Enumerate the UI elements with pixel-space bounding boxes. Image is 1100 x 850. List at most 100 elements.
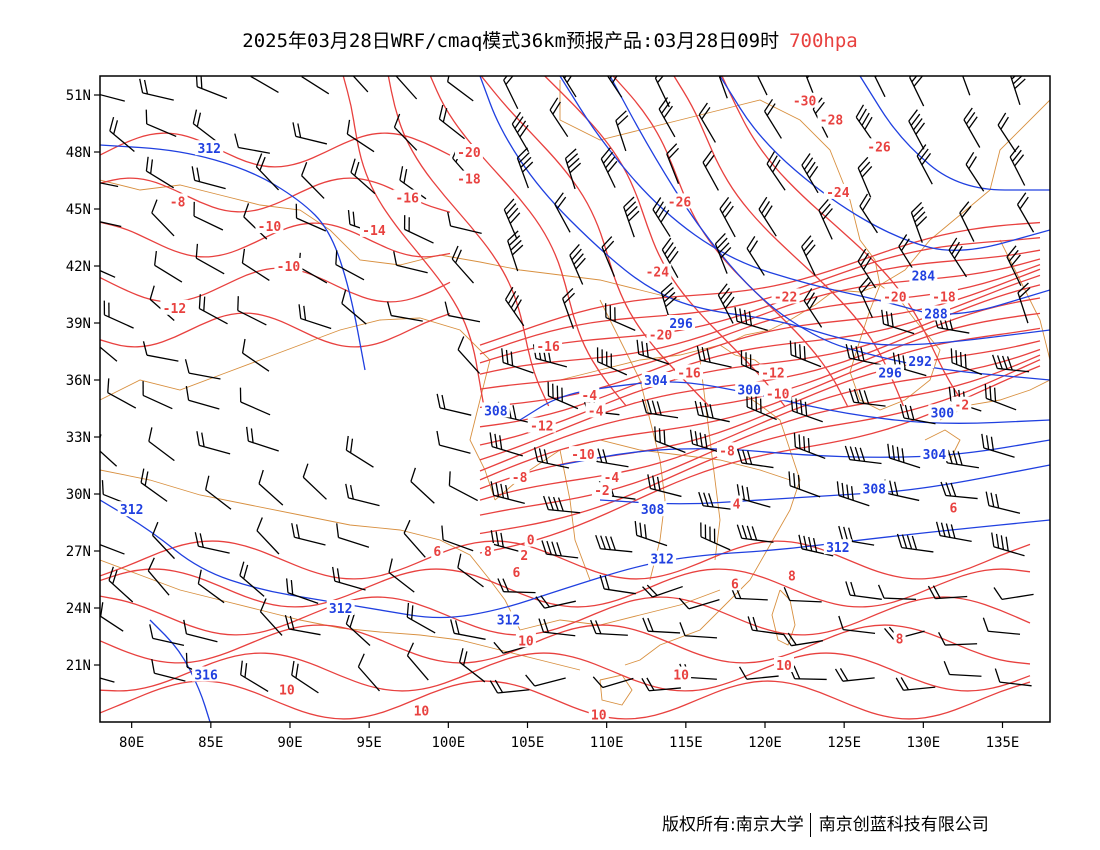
contour-label: 8 <box>896 632 904 647</box>
wind-barb <box>489 679 530 694</box>
contour-label: -12 <box>530 420 553 435</box>
wind-barb <box>679 622 718 639</box>
contour-label-bg <box>929 288 958 304</box>
wind-barb <box>596 347 628 376</box>
contour-label: -24 <box>826 186 850 201</box>
contour-label-bg <box>928 404 957 420</box>
wind-barb <box>661 237 679 278</box>
contour-label: 6 <box>731 577 739 592</box>
geopotential-isoheight <box>609 76 1050 381</box>
geopotential-isoheight <box>559 76 1050 315</box>
contour-label-bg <box>454 170 483 186</box>
wind-barb <box>838 615 876 635</box>
map-frame <box>99 75 1051 723</box>
contour-label-bg <box>411 702 432 718</box>
wind-barb <box>403 215 434 244</box>
wind-barb <box>100 672 115 683</box>
contour-label: 0 <box>527 534 535 549</box>
wind-barb <box>948 237 968 278</box>
contour-label-bg <box>774 657 794 672</box>
wind-barb <box>525 674 566 687</box>
wind-barb <box>255 153 280 191</box>
wind-barb <box>908 109 926 150</box>
wind-barb <box>139 78 174 101</box>
contour-label-bg <box>509 468 530 484</box>
longitude-axis: 80E 85E 90E 95E 100E 105E 110E 115E 120E 125E 130E… <box>119 722 1019 751</box>
contour-label: 300 <box>931 406 955 421</box>
contour-label: 312 <box>826 541 849 556</box>
wind-barb <box>940 481 978 500</box>
lat-tick-label: 42N <box>66 259 91 275</box>
wind-barb <box>295 203 327 232</box>
wind-barb <box>736 524 774 543</box>
wind-barb <box>997 112 1017 153</box>
wind-barb <box>341 289 367 325</box>
wind-barb <box>652 197 671 237</box>
wind-barb <box>388 558 415 593</box>
wind-barb <box>145 156 175 189</box>
contour-label-bg <box>643 263 672 279</box>
contour-label-bg <box>160 299 189 315</box>
temperature-isotherm <box>100 595 1031 636</box>
contour-label: -16 <box>677 366 701 381</box>
hainan-coast <box>599 674 633 706</box>
wind-barb <box>958 76 971 96</box>
wind-barb <box>899 403 936 425</box>
wind-barb <box>501 348 534 374</box>
wind-barb <box>801 153 819 194</box>
wind-barb <box>345 76 369 93</box>
wind-barb <box>549 97 569 138</box>
wind-barb <box>100 542 125 555</box>
copyright-footer: 版权所有:南京大学 南京创蓝科技有限公司 <box>662 810 989 837</box>
contour-label: 308 <box>863 482 887 497</box>
temperature-isotherm <box>100 267 451 303</box>
contour-label-bg <box>665 193 694 209</box>
contour-label-bg <box>675 364 703 380</box>
wind-barb <box>393 251 428 274</box>
wind-barb <box>959 201 975 242</box>
contour-label-bg <box>717 442 737 458</box>
contour-label: -8 <box>512 471 528 486</box>
contour-label: -14 <box>362 224 386 239</box>
contour-label: -10 <box>258 220 282 235</box>
wind-barb <box>507 230 524 272</box>
contour-label: 316 <box>194 669 218 684</box>
contour-label-bg <box>671 666 692 682</box>
contour-label: 8 <box>484 545 492 560</box>
wind-barb <box>243 203 268 240</box>
contour-label-bg <box>817 111 846 127</box>
wind-barb <box>844 445 882 465</box>
wind-barb <box>788 471 821 498</box>
wind-barb <box>963 107 981 148</box>
wind-barb <box>438 104 465 140</box>
lat-tick-label: 30N <box>66 487 91 503</box>
wind-barb <box>543 495 581 514</box>
wind-barb <box>737 449 774 469</box>
wind-barb <box>151 659 186 682</box>
wind-barb <box>801 235 816 276</box>
wind-barb <box>250 76 279 93</box>
contour-label: -2 <box>594 484 610 499</box>
wind-barb <box>678 597 720 610</box>
contour-label: 292 <box>908 355 931 370</box>
contour-label-bg <box>823 183 852 199</box>
wind-barb <box>642 584 683 598</box>
temperature-isotherm <box>479 340 1041 490</box>
contour-label-bg <box>735 381 764 397</box>
contour-label: -20 <box>457 146 481 161</box>
temperature-isotherm <box>100 177 451 213</box>
wind-barb <box>758 196 777 237</box>
wind-barb <box>436 430 471 454</box>
contour-label-bg <box>909 267 938 283</box>
wind-barb <box>1009 145 1026 186</box>
geopotential-isoheight <box>859 76 1050 191</box>
temperature-isotherm <box>479 354 1041 516</box>
wind-barb <box>636 339 670 365</box>
wind-barb <box>406 642 429 681</box>
temperature-labels: -30-28-26-24-26-24-22 -20 -18-20-18-16-14-… <box>160 92 972 722</box>
contour-label-bg <box>274 258 303 273</box>
wind-barb <box>345 435 374 468</box>
wind-barb <box>985 491 1021 514</box>
wind-barb <box>403 519 426 558</box>
